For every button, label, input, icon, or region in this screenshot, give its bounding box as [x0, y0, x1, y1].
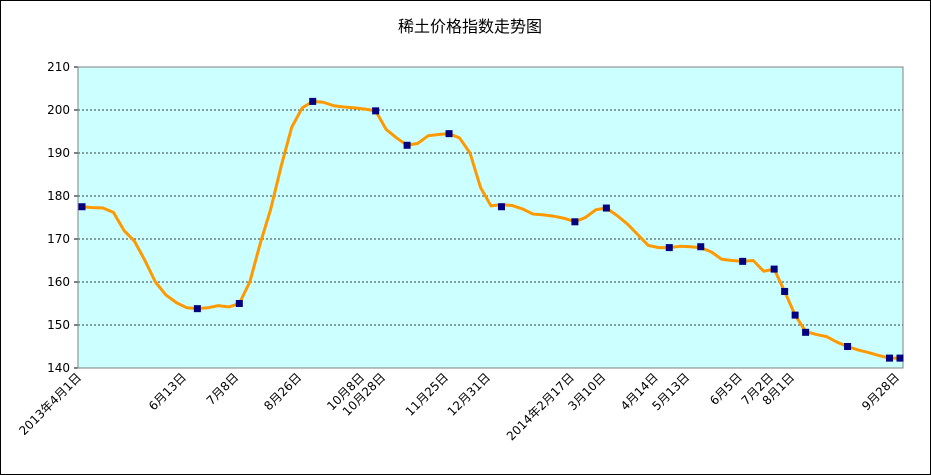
marker: [497, 203, 505, 211]
y-tick-label: 160: [47, 275, 70, 289]
plot-border: [77, 66, 904, 369]
marker: [802, 328, 810, 336]
marker: [770, 265, 778, 273]
marker: [739, 257, 747, 265]
marker: [445, 130, 453, 138]
marker: [571, 218, 579, 226]
marker: [602, 204, 610, 212]
price-line: [81, 99, 900, 360]
y-tick-label: 150: [47, 318, 70, 332]
y-tick-label: 140: [47, 361, 70, 375]
marker: [781, 287, 789, 295]
marker: [235, 300, 243, 307]
y-tick-label: 190: [47, 146, 70, 160]
marker: [665, 244, 673, 252]
marker: [886, 354, 894, 362]
chart-title: 稀土价格指数走势图: [398, 17, 542, 36]
y-tick-label: 200: [47, 103, 70, 117]
marker: [309, 97, 317, 105]
marker: [193, 305, 201, 313]
y-tick-label: 170: [47, 232, 70, 246]
marker: [403, 141, 411, 149]
marker: [844, 343, 852, 350]
marker: [896, 354, 904, 362]
marker: [791, 311, 799, 319]
marker: [78, 203, 86, 211]
marker: [697, 243, 705, 251]
y-tick-label: 180: [47, 189, 70, 203]
marker: [372, 107, 380, 115]
plot-area: [78, 67, 903, 368]
y-tick-label: 210: [47, 60, 70, 74]
